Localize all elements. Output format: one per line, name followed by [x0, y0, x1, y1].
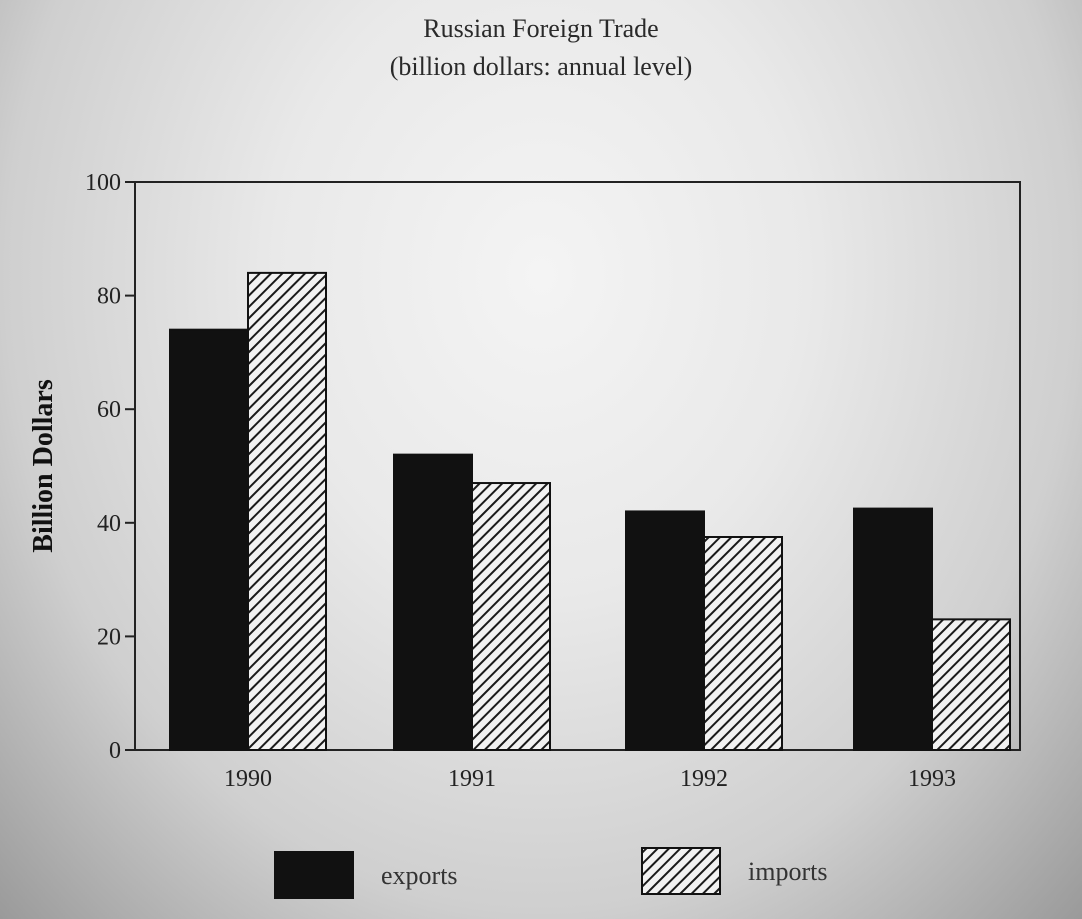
y-tick-label: 100	[85, 170, 121, 196]
y-tick-label: 0	[109, 738, 121, 764]
legend-swatch-imports	[641, 847, 721, 895]
y-axis: 0 20 40 60 80 100	[85, 170, 135, 764]
y-tick-label: 20	[97, 624, 121, 650]
x-tick-label: 1992	[680, 766, 728, 792]
x-tick-label: 1991	[448, 766, 496, 792]
y-axis-label: Billion Dollars	[28, 379, 59, 553]
bars-group	[169, 271, 1011, 751]
x-tick-label: 1993	[908, 766, 956, 792]
bar-imports-1992	[703, 536, 783, 751]
y-tick-label: 80	[97, 284, 121, 310]
bar-imports-1993	[931, 618, 1011, 751]
bar-exports-1990	[169, 328, 249, 751]
plot-frame	[134, 181, 1021, 751]
bar-exports-1992	[625, 510, 705, 751]
chart-title: Russian Foreign Trade	[423, 14, 659, 43]
chart-subtitle: (billion dollars: annual level)	[389, 52, 693, 81]
bar-imports-1991	[471, 482, 551, 751]
bar-exports-1991	[393, 453, 473, 751]
legend-label-exports: exports	[381, 861, 458, 890]
x-axis: 1990 1991 1992 1993	[224, 766, 956, 792]
legend-label-imports: imports	[748, 857, 827, 886]
x-tick-label: 1990	[224, 766, 272, 792]
y-tick-label: 60	[97, 397, 121, 423]
y-tick-label: 40	[97, 511, 121, 537]
legend: exports imports	[274, 847, 827, 899]
bar-exports-1993	[853, 507, 933, 751]
bar-imports-1990	[247, 271, 327, 751]
legend-swatch-exports	[274, 851, 354, 899]
